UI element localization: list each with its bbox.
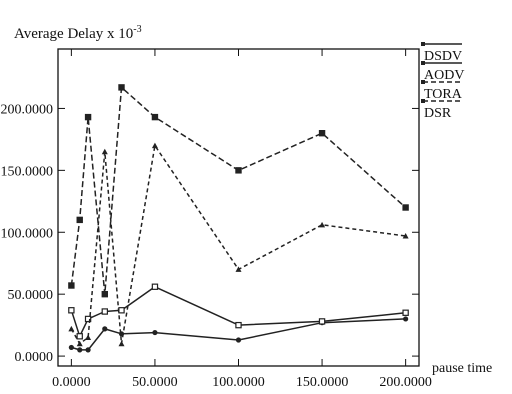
data-point (319, 221, 326, 228)
legend-marker (421, 99, 425, 103)
data-point (85, 334, 92, 341)
series-aodv (68, 283, 409, 340)
data-point (101, 148, 108, 155)
legend-label-tora: TORA (424, 87, 463, 102)
x-axis: 0.0000 50.0000 100.0000 150.0000 200.0000 (52, 49, 432, 390)
series-dsr (68, 142, 409, 347)
data-point (84, 315, 92, 323)
data-point (85, 347, 91, 353)
data-point (318, 318, 326, 325)
series-dsdv (68, 316, 409, 353)
x-tick-label: 50.0000 (132, 375, 178, 390)
data-point (235, 321, 242, 329)
y-tick-label: 50.0000 (8, 288, 54, 303)
data-point (76, 216, 83, 224)
data-point (402, 309, 409, 316)
data-point (118, 340, 125, 347)
data-point (101, 308, 108, 315)
data-point (403, 316, 409, 322)
data-point (402, 204, 409, 211)
data-point (76, 340, 83, 347)
y-axis-label: Average Delay x 10-3 (14, 24, 142, 42)
series-line-dsr (70, 144, 406, 345)
data-point (118, 84, 125, 91)
data-point (102, 326, 108, 332)
data-point (235, 337, 242, 343)
data-point (402, 232, 409, 239)
legend-marker (421, 42, 425, 46)
legend-label-dsr: DSR (424, 106, 452, 121)
data-point (235, 266, 242, 272)
data-point (152, 329, 158, 336)
y-axis-label-exponent: -3 (133, 24, 141, 35)
x-tick-label: 150.0000 (296, 375, 349, 390)
data-point (68, 282, 75, 289)
data-point (77, 347, 83, 353)
series-tora (68, 84, 409, 298)
x-tick-label: 0.0000 (52, 375, 91, 390)
legend-marker (421, 61, 425, 65)
legend-marker (421, 80, 425, 84)
data-point (318, 130, 326, 137)
y-tick-label: 150.0000 (1, 164, 54, 179)
data-point (151, 142, 158, 149)
data-point (84, 113, 92, 121)
data-point (68, 325, 75, 332)
x-tick-label: 100.0000 (212, 375, 265, 390)
y-tick-label: 200.0000 (1, 102, 54, 117)
legend: DSDV AODV TORA DSR (421, 42, 464, 121)
data-point (68, 344, 74, 351)
y-tick-label: 0.0000 (15, 350, 54, 365)
data-point (101, 290, 108, 298)
data-point (68, 307, 75, 314)
data-point (235, 167, 242, 174)
legend-label-aodv: AODV (424, 68, 464, 83)
data-point (76, 333, 83, 340)
series-line-tora (70, 86, 407, 295)
data-point (151, 113, 159, 121)
y-axis: 0.0000 50.0000 100.0000 150.0000 200.0000 (1, 102, 419, 365)
legend-label-dsdv: DSDV (424, 49, 462, 64)
x-axis-label: pause time (432, 361, 492, 376)
data-point (151, 283, 159, 290)
x-tick-label: 200.0000 (379, 375, 432, 390)
series-layer (68, 84, 409, 353)
y-tick-label: 100.0000 (1, 226, 54, 241)
data-point (118, 307, 125, 314)
